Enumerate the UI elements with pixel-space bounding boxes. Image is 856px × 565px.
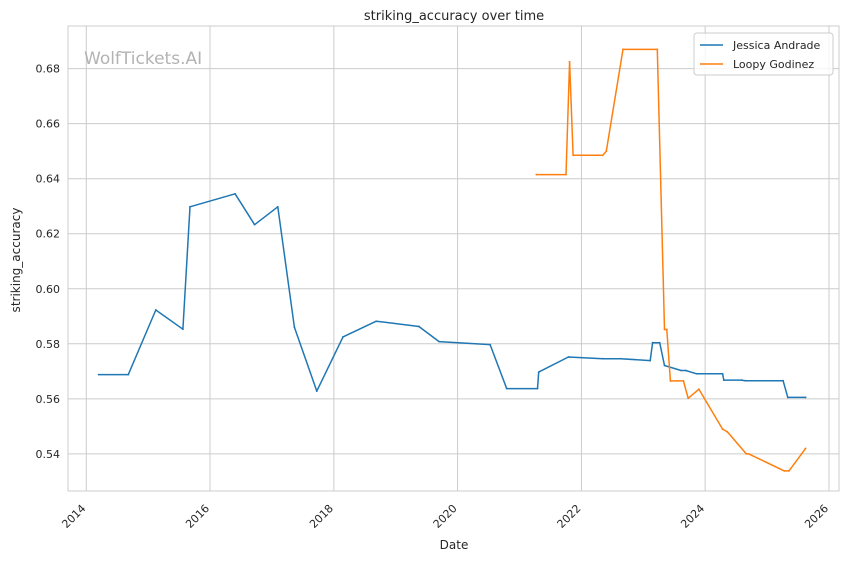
data-point-loopy-godinez: [783, 470, 786, 472]
data-point-jessica-andrade: [375, 320, 378, 323]
legend-label-loopy-godinez: Loopy Godinez: [733, 58, 814, 71]
legend-frame: [693, 32, 834, 76]
data-point-loopy-godinez: [572, 154, 575, 157]
y-tick-label: 0.56: [36, 393, 61, 406]
y-tick-label: 0.62: [36, 228, 61, 241]
data-point-jessica-andrade: [489, 343, 492, 346]
series-layer: [97, 48, 807, 472]
data-point-jessica-andrade: [342, 336, 344, 338]
data-point-loopy-godinez: [721, 428, 724, 430]
data-point-jessica-andrade: [418, 325, 420, 328]
data-point-loopy-godinez: [622, 48, 624, 51]
y-tick-label: 0.66: [36, 118, 61, 131]
data-point-jessica-andrade: [619, 357, 622, 360]
y-tick-label: 0.64: [36, 173, 61, 186]
data-point-jessica-andrade: [97, 373, 100, 376]
data-point-loopy-godinez: [601, 154, 604, 157]
data-point-jessica-andrade: [722, 379, 725, 382]
data-point-loopy-godinez: [535, 173, 538, 176]
data-point-jessica-andrade: [438, 340, 440, 343]
data-point-loopy-godinez: [565, 173, 567, 176]
data-point-jessica-andrade: [154, 309, 157, 311]
data-point-jessica-andrade: [663, 364, 666, 367]
data-point-jessica-andrade: [721, 372, 724, 375]
data-point-loopy-godinez: [745, 452, 748, 455]
data-point-jessica-andrade: [537, 371, 540, 374]
data-point-jessica-andrade: [744, 379, 747, 382]
y-tick-label: 0.54: [36, 448, 61, 461]
data-point-loopy-godinez: [568, 60, 571, 63]
data-point-jessica-andrade: [740, 379, 743, 382]
data-point-jessica-andrade: [253, 223, 256, 226]
y-axis-label: striking_accuracy: [9, 208, 23, 313]
data-point-jessica-andrade: [181, 328, 184, 331]
data-point-jessica-andrade: [804, 396, 807, 399]
data-point-jessica-andrade: [782, 379, 784, 382]
data-point-jessica-andrade: [293, 326, 296, 329]
plot-frame: [67, 25, 840, 492]
data-point-loopy-godinez: [605, 150, 608, 153]
data-point-loopy-godinez: [788, 470, 790, 472]
data-point-loopy-godinez: [687, 397, 690, 400]
y-tick-label: 0.58: [36, 338, 61, 351]
data-point-jessica-andrade: [684, 369, 687, 372]
data-point-loopy-godinez: [665, 328, 668, 331]
data-point-jessica-andrade: [786, 396, 789, 399]
data-point-jessica-andrade: [649, 359, 652, 362]
data-point-jessica-andrade: [127, 373, 130, 376]
data-point-jessica-andrade: [189, 205, 191, 208]
data-point-jessica-andrade: [536, 387, 539, 390]
data-point-loopy-godinez: [697, 388, 700, 391]
chart-title: striking_accuracy over time: [364, 9, 544, 24]
data-point-loopy-godinez: [804, 447, 807, 450]
data-point-jessica-andrade: [680, 369, 682, 372]
grid-layer: [68, 26, 839, 491]
data-point-jessica-andrade: [505, 387, 508, 390]
data-point-loopy-godinez: [656, 48, 659, 51]
watermark: WolfTickets.AI: [84, 49, 202, 69]
data-point-jessica-andrade: [601, 357, 604, 360]
data-point-loopy-godinez: [747, 452, 750, 455]
data-point-jessica-andrade: [567, 356, 570, 358]
y-tick-label: 0.68: [36, 63, 61, 76]
legend: Jessica Andrade Loopy Godinez: [693, 32, 834, 76]
x-axis-label: Date: [440, 538, 469, 552]
data-point-loopy-godinez: [726, 430, 729, 433]
data-point-loopy-godinez: [669, 380, 672, 382]
data-point-jessica-andrade: [658, 341, 661, 344]
y-tick-label: 0.60: [36, 283, 61, 296]
data-point-loopy-godinez: [682, 380, 685, 382]
data-point-loopy-godinez: [663, 328, 666, 331]
data-point-jessica-andrade: [651, 341, 654, 344]
data-point-jessica-andrade: [695, 372, 698, 375]
data-point-jessica-andrade: [234, 192, 236, 195]
data-point-jessica-andrade: [315, 390, 318, 393]
legend-label-jessica-andrade: Jessica Andrade: [732, 39, 821, 52]
data-point-jessica-andrade: [276, 205, 279, 208]
